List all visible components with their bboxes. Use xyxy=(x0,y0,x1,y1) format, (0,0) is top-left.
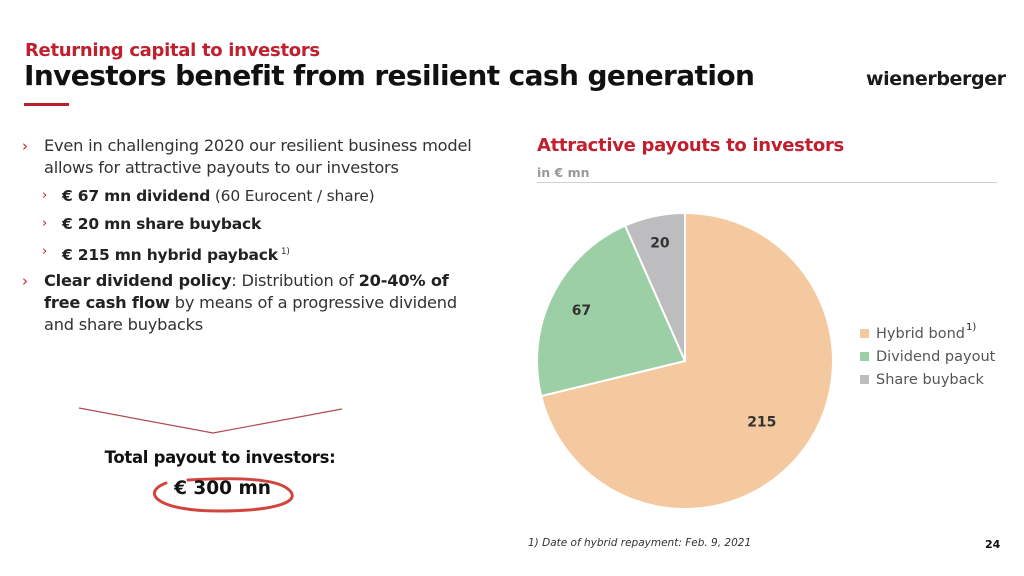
bullet-item: › Even in challenging 2020 our resilient… xyxy=(22,135,482,179)
chart-legend: Hybrid bond 1) Dividend payout Share buybac… xyxy=(860,322,995,391)
bullet-item: › Clear dividend policy: Distribution of… xyxy=(22,270,482,336)
legend-swatch-icon xyxy=(860,375,869,384)
chevron-right-icon: › xyxy=(22,137,28,155)
legend-label: Dividend payout xyxy=(876,348,996,365)
chart-unit: in € mn xyxy=(537,165,590,180)
chevron-right-icon: › xyxy=(42,188,47,203)
converging-arrow-lines xyxy=(78,407,343,434)
legend-item: Hybrid bond 1) xyxy=(860,322,995,345)
sub-bullet-item: › € 215 mn hybrid payback 1) xyxy=(22,241,482,266)
chart-title: Attractive payouts to investors xyxy=(537,135,844,156)
sub-bullet-item: › € 67 mn dividend (60 Eurocent / share) xyxy=(22,185,482,207)
chevron-right-icon: › xyxy=(42,216,47,231)
sub-bullet-text: (60 Eurocent / share) xyxy=(210,187,375,205)
legend-label: Hybrid bond xyxy=(876,325,965,342)
section-supertitle: Returning capital to investors xyxy=(25,40,320,61)
company-logo: wienerberger xyxy=(866,68,1006,90)
total-payout-label: Total payout to investors: xyxy=(104,448,336,467)
highlight-ellipse xyxy=(153,477,294,513)
bullet-text: : Distribution of xyxy=(231,271,359,290)
bullet-list: › Even in challenging 2020 our resilient… xyxy=(22,135,482,336)
legend-item: Dividend payout xyxy=(860,345,995,368)
slice-value-label: 20 xyxy=(650,235,670,251)
chevron-right-icon: › xyxy=(22,272,28,290)
pie-chart: 215 67 20 xyxy=(536,211,834,510)
page-title: Investors benefit from resilient cash ge… xyxy=(24,59,755,92)
title-underline xyxy=(24,103,69,106)
pie-slice-hybrid-bond xyxy=(540,211,834,510)
total-payout-value: € 300 mn xyxy=(174,478,271,499)
legend-item: Share buyback xyxy=(860,368,995,391)
chart-divider xyxy=(537,182,997,183)
legend-swatch-icon xyxy=(860,329,869,338)
footnote-marker: 1) xyxy=(965,322,977,333)
page-number: 24 xyxy=(985,538,1001,551)
legend-label: Share buyback xyxy=(876,371,984,388)
sub-bullet-bold: € 215 mn hybrid payback xyxy=(62,246,278,264)
sub-bullet-bold: € 20 mn share buyback xyxy=(62,215,262,233)
pie-slice-dividend-payout xyxy=(536,224,687,398)
slice-value-label: 215 xyxy=(747,414,776,430)
bullet-text: by means of a progressive dividend and s… xyxy=(44,293,457,334)
legend-swatch-icon xyxy=(860,352,869,361)
sub-bullet-item: › € 20 mn share buyback xyxy=(22,213,482,235)
footnote-marker: 1) xyxy=(280,247,290,257)
bullet-text: Even in challenging 2020 our resilient b… xyxy=(44,136,472,177)
footnote: 1) Date of hybrid repayment: Feb. 9, 202… xyxy=(528,537,752,549)
pie-slice-share-buyback xyxy=(623,211,686,362)
bullet-bold: 20-40% of free cash flow xyxy=(44,271,449,312)
slice-value-label: 67 xyxy=(572,303,591,319)
chevron-right-icon: › xyxy=(42,244,47,259)
bullet-bold: Clear dividend policy xyxy=(44,271,232,290)
sub-bullet-bold: € 67 mn dividend xyxy=(62,187,211,205)
